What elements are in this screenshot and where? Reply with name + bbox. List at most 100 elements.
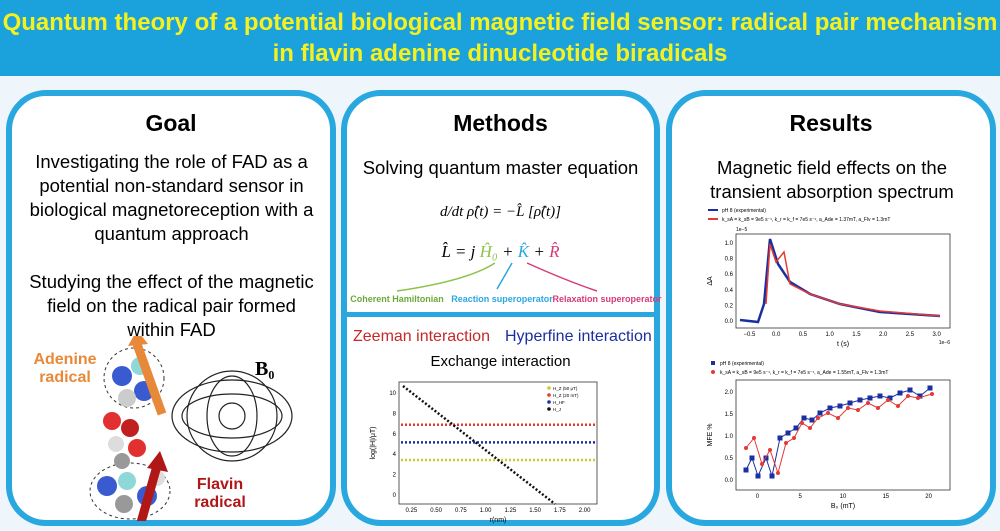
plot-frame	[398, 381, 598, 505]
point	[792, 436, 796, 440]
y-tick-label: 1.5	[725, 412, 734, 418]
x-tick-label: 2.5	[906, 332, 915, 338]
plot-frame	[735, 233, 951, 329]
y-tick-label: 0.2	[725, 304, 734, 310]
point	[907, 387, 913, 393]
series-line	[402, 385, 556, 505]
heading: Methods	[453, 110, 548, 136]
legend-marker	[711, 370, 715, 374]
y-tick-label: 0.5	[725, 456, 734, 462]
y-tick-label: 0	[393, 493, 397, 499]
title: Quantum theory of a potential biological…	[0, 0, 1000, 76]
x-axis-label: r(nm)	[490, 517, 507, 524]
point	[896, 404, 900, 408]
x-axis-label: t (s)	[837, 341, 849, 348]
y-tick-label: 2.0	[725, 390, 734, 396]
point	[897, 390, 903, 396]
point	[776, 471, 780, 475]
zeeman: Zeeman interaction	[353, 328, 490, 345]
y-tick-label: 0.0	[725, 319, 734, 325]
equation-part: +	[529, 242, 550, 261]
molecule	[89, 336, 171, 521]
legend-entry: H_Z (20 mT)	[553, 393, 579, 398]
y-tick-label: 0.6	[725, 272, 734, 278]
heading: Goal	[145, 110, 197, 136]
point	[927, 385, 933, 391]
legend-entry: k_sA = k_sB = 9e5 s⁻¹, k_r = k_f = 7e5 s…	[720, 370, 888, 376]
point	[846, 406, 850, 410]
point	[808, 426, 812, 430]
equation-part: Ĥ₀	[479, 242, 498, 261]
series-line	[765, 243, 941, 317]
results-panel: Results Magnetic field effects on the tr…	[666, 90, 996, 526]
absorption-plot: pH 8 (experimental) k_sA = k_sB = 9e5 s⁻¹…	[707, 208, 951, 348]
x-tick-label: 1.25	[505, 508, 517, 514]
y-tick-label: 0.0	[725, 478, 734, 484]
mfe-plot: pH 8 (experimental) k_sA = k_sB = 9e5 s⁻¹…	[707, 361, 951, 510]
point	[826, 411, 830, 415]
point	[887, 395, 893, 401]
x-tick-label: 10	[840, 494, 847, 500]
series-line	[745, 387, 931, 478]
molecule-figure	[89, 336, 293, 521]
x-tick-label: 5	[799, 494, 803, 500]
legend-marker	[547, 407, 551, 411]
adenine-label: Adenine radical	[33, 351, 97, 386]
methods-panel: Methods Solving quantum master equation …	[341, 90, 662, 526]
x-tick-label: 0	[756, 494, 760, 500]
legend-entry: H_J	[553, 407, 561, 412]
y-axis-label: ΔA	[707, 276, 714, 286]
y-tick-label: 6	[393, 432, 397, 438]
equation: d/dt ρ̂(t) = −L̂ [ρ̂(t)]	[439, 204, 562, 220]
equation-part: +	[497, 242, 518, 261]
equation-part: K̂	[517, 242, 530, 261]
label: Coherent Hamiltonian	[350, 294, 444, 304]
point	[801, 415, 807, 421]
text: Magnetic field effects on the transient …	[710, 157, 954, 202]
x-tick-label: 1.75	[554, 508, 566, 514]
point	[800, 421, 804, 425]
x-tick-label: −0.5	[743, 332, 756, 338]
point	[916, 396, 920, 400]
x-tick-label: 20	[925, 494, 932, 500]
point	[836, 416, 840, 420]
legend-marker	[547, 393, 551, 397]
equation-part: L̂ = j	[441, 242, 480, 261]
plot-frame	[735, 379, 951, 491]
point	[827, 405, 833, 411]
x-tick-label: 0.75	[455, 508, 467, 514]
point	[744, 446, 748, 450]
label: Relaxation superoperator	[552, 294, 662, 304]
exponent: 1e−5	[736, 227, 747, 233]
equation-part: R̂	[549, 242, 560, 261]
point	[769, 473, 775, 479]
point	[777, 435, 783, 441]
hyperfine: Hyperfine interaction	[505, 328, 652, 345]
legend-entry: k_sA = k_sB = 9e5 s⁻¹, k_r = k_f = 7e5 s…	[722, 217, 890, 223]
y-axis-label: MFE %	[707, 424, 714, 447]
legend-marker	[547, 400, 551, 404]
legend-entry: pH 8 (experimental)	[722, 208, 766, 214]
point	[817, 410, 823, 416]
point	[809, 417, 815, 423]
equation: L̂ = j Ĥ₀ + K̂ + R̂	[347, 242, 654, 262]
exchange: Exchange interaction	[430, 353, 571, 370]
y-tick-label: 4	[393, 452, 397, 458]
point	[760, 462, 764, 466]
x-tick-label: 0.0	[772, 332, 781, 338]
x-tick-label: 2.0	[879, 332, 888, 338]
legend-marker	[547, 386, 551, 390]
x-tick-label: 0.25	[406, 508, 418, 514]
point	[752, 436, 756, 440]
point	[785, 430, 791, 436]
magnet-field	[171, 370, 293, 462]
exponent: 1e−6	[939, 340, 950, 346]
heading: Results	[789, 110, 873, 136]
flavin-label: Flavin radical	[194, 476, 246, 511]
point	[793, 425, 799, 431]
divider	[341, 312, 660, 317]
y-tick-label: 1.0	[725, 434, 734, 440]
label: Reaction superoperator	[451, 294, 553, 304]
point	[784, 441, 788, 445]
